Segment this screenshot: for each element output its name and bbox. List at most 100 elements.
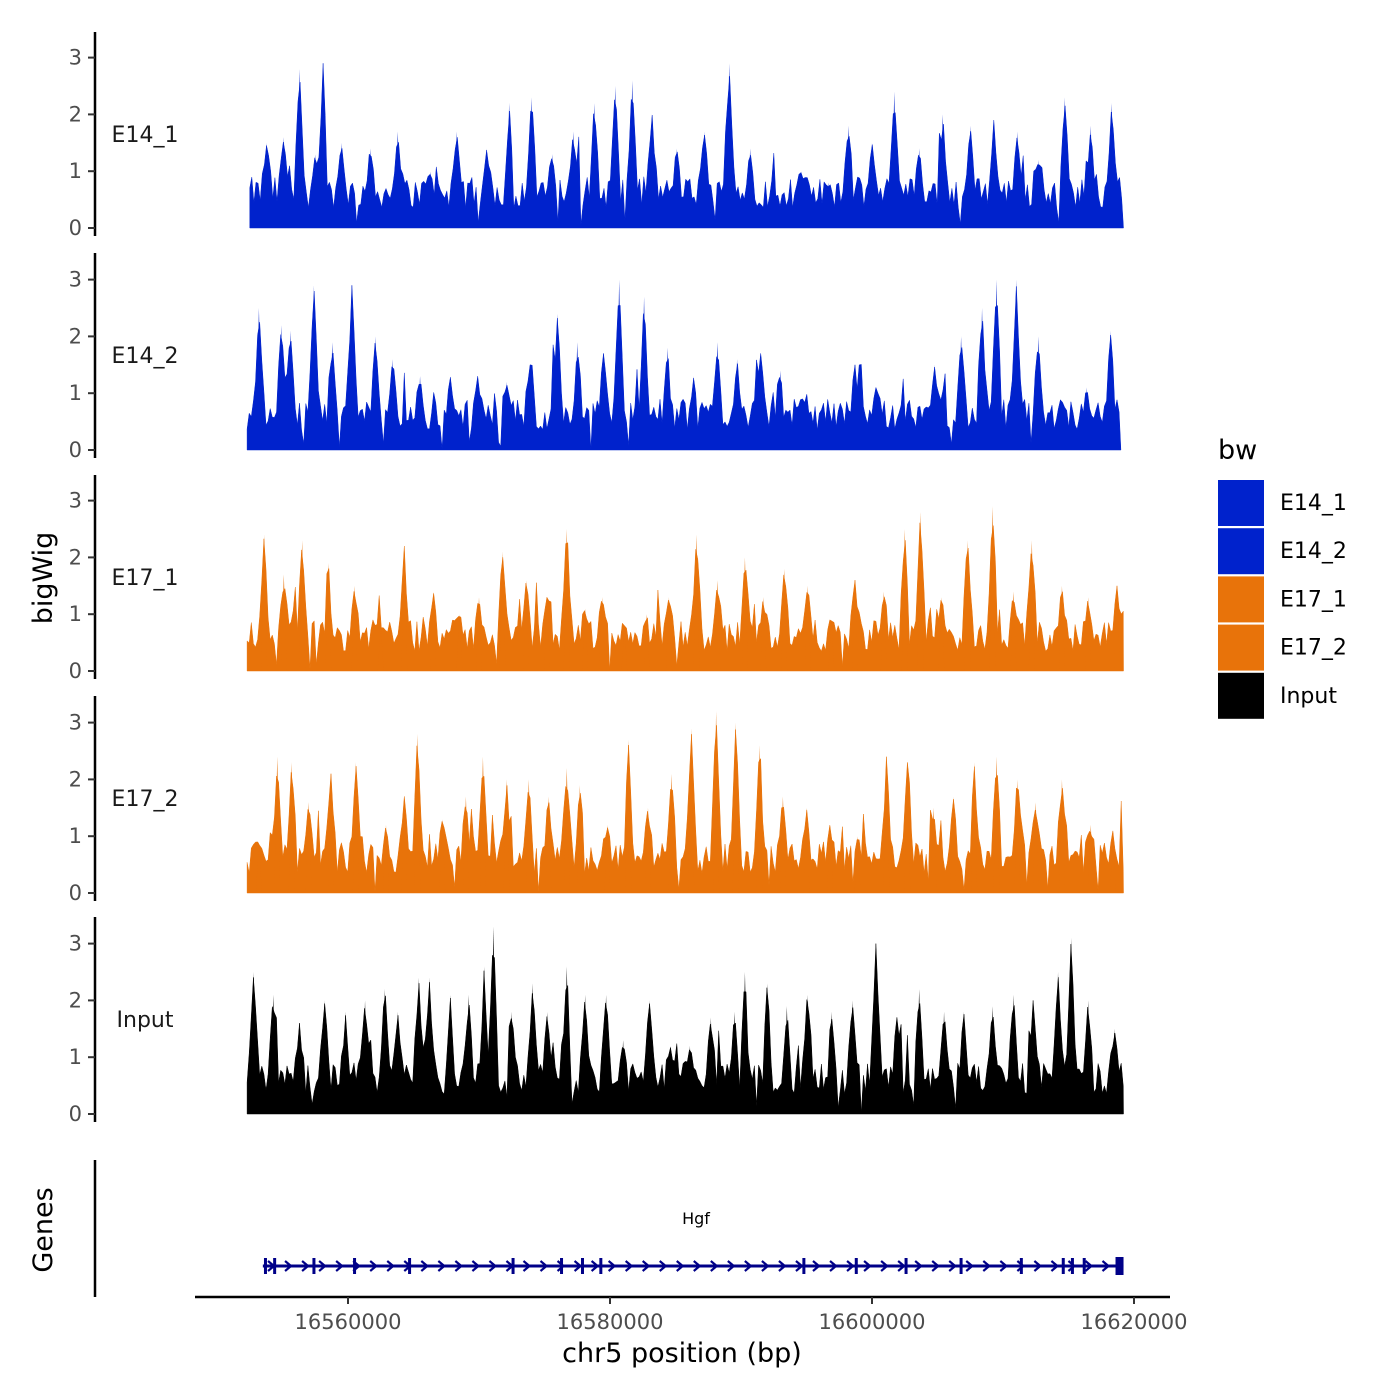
strand-arrow xyxy=(1050,1260,1060,1272)
peak-mark xyxy=(474,376,481,450)
peak-mark xyxy=(447,994,454,1114)
exon-mark xyxy=(904,1258,908,1274)
strand-arrow xyxy=(301,1260,310,1272)
peak-mark xyxy=(849,1000,856,1114)
exon-mark xyxy=(599,1258,603,1274)
peak-mark xyxy=(389,359,396,450)
peak-mark xyxy=(1113,585,1120,671)
exon-mark xyxy=(511,1258,515,1274)
peak-mark xyxy=(327,773,334,893)
exon-mark xyxy=(802,1258,806,1274)
peak-mark xyxy=(964,540,971,671)
peak-mark xyxy=(426,977,433,1114)
peak-mark xyxy=(599,597,606,671)
peak-mark xyxy=(690,376,697,450)
peak-mark xyxy=(351,585,358,671)
y-axis-title: bigWig xyxy=(28,532,59,625)
y-tick-label: 0 xyxy=(69,1102,82,1126)
peak-mark xyxy=(255,841,262,893)
peak-mark xyxy=(990,120,997,228)
peak-mark xyxy=(576,785,583,893)
track-Input: 0 1 2 3 Input xyxy=(69,917,1124,1126)
exon-mark xyxy=(959,1258,963,1274)
peak-mark xyxy=(616,279,623,450)
peak-mark xyxy=(993,756,1000,893)
peak-mark xyxy=(1010,591,1017,671)
y-tick-label: 3 xyxy=(69,932,82,956)
peak-mark xyxy=(1085,1000,1092,1114)
peak-mark xyxy=(1032,802,1039,893)
peak-mark xyxy=(490,926,497,1114)
strand-arrow xyxy=(965,1260,974,1272)
peak-mark xyxy=(270,994,277,1114)
peak-mark xyxy=(476,597,482,671)
signal-area-Input xyxy=(246,943,1124,1115)
genes-panel: Hgf xyxy=(93,1160,1124,1297)
x-tick-label: 16560000 xyxy=(295,1310,402,1334)
peak-mark xyxy=(1087,125,1094,228)
legend-label-E14_1: E14_1 xyxy=(1280,491,1347,516)
y-tick-label: 3 xyxy=(69,711,82,735)
peak-mark xyxy=(726,63,733,228)
strand-arrow xyxy=(829,1260,838,1272)
legend-swatch-E17_1 xyxy=(1218,576,1264,623)
strand-arrow xyxy=(812,1260,821,1272)
exon-mark xyxy=(263,1258,267,1274)
peak-mark xyxy=(901,529,908,671)
strand-arrow xyxy=(897,1260,906,1272)
exon-mark xyxy=(1070,1258,1074,1274)
peak-mark xyxy=(989,1006,996,1114)
peak-mark xyxy=(612,86,619,228)
peak-mark xyxy=(665,597,672,671)
strand-arrow xyxy=(590,1260,600,1272)
peak-mark xyxy=(1058,779,1065,893)
peak-mark xyxy=(1055,972,1062,1114)
strand-arrow xyxy=(914,1260,923,1272)
peak-mark xyxy=(734,359,741,450)
peak-mark xyxy=(629,80,636,228)
peak-mark xyxy=(320,63,327,228)
y-tick-label: 3 xyxy=(69,489,82,513)
peak-mark xyxy=(941,1011,948,1114)
peak-mark xyxy=(508,1011,515,1114)
peak-mark xyxy=(479,756,486,893)
peak-mark xyxy=(893,1017,900,1114)
peak-mark xyxy=(1035,159,1042,228)
peak-mark xyxy=(274,756,281,893)
peak-mark xyxy=(916,989,923,1114)
peak-mark xyxy=(757,353,764,450)
peak-mark xyxy=(939,114,946,228)
y-tick-label: 1 xyxy=(69,381,82,405)
x-tick-label: 16620000 xyxy=(1081,1310,1188,1334)
y-tick-label: 2 xyxy=(69,988,82,1012)
peak-mark xyxy=(544,1011,551,1114)
peak-mark xyxy=(305,802,312,893)
strand-arrow xyxy=(761,1260,770,1272)
strand-arrow xyxy=(778,1260,787,1272)
peak-mark xyxy=(1028,540,1035,671)
peak-mark xyxy=(329,342,336,450)
strand-arrow xyxy=(795,1260,804,1272)
peak-mark xyxy=(352,762,359,893)
track-label: E17_1 xyxy=(112,566,179,591)
gene-name-label: Hgf xyxy=(682,1209,710,1228)
signal-area-E14_1 xyxy=(249,63,1124,229)
peak-mark xyxy=(644,807,651,893)
peak-mark xyxy=(880,591,887,671)
peak-mark xyxy=(342,1011,349,1114)
track-E17_1: 0 1 2 3 E17_1 xyxy=(69,475,1124,683)
peak-mark xyxy=(732,722,739,893)
peak-mark xyxy=(713,711,720,893)
peak-mark xyxy=(916,148,923,228)
peak-mark xyxy=(779,796,786,893)
peak-mark xyxy=(686,1045,693,1114)
track-label: E14_2 xyxy=(112,344,179,369)
signal-area-E17_2 xyxy=(246,725,1124,894)
strand-arrow xyxy=(982,1260,991,1272)
peak-mark xyxy=(904,762,911,893)
peak-mark xyxy=(427,171,434,228)
track-E14_2: 0 1 2 3 E14_2 xyxy=(69,253,1122,462)
strand-arrow xyxy=(1016,1260,1026,1272)
peak-mark xyxy=(668,773,675,893)
peak-mark xyxy=(563,529,570,671)
